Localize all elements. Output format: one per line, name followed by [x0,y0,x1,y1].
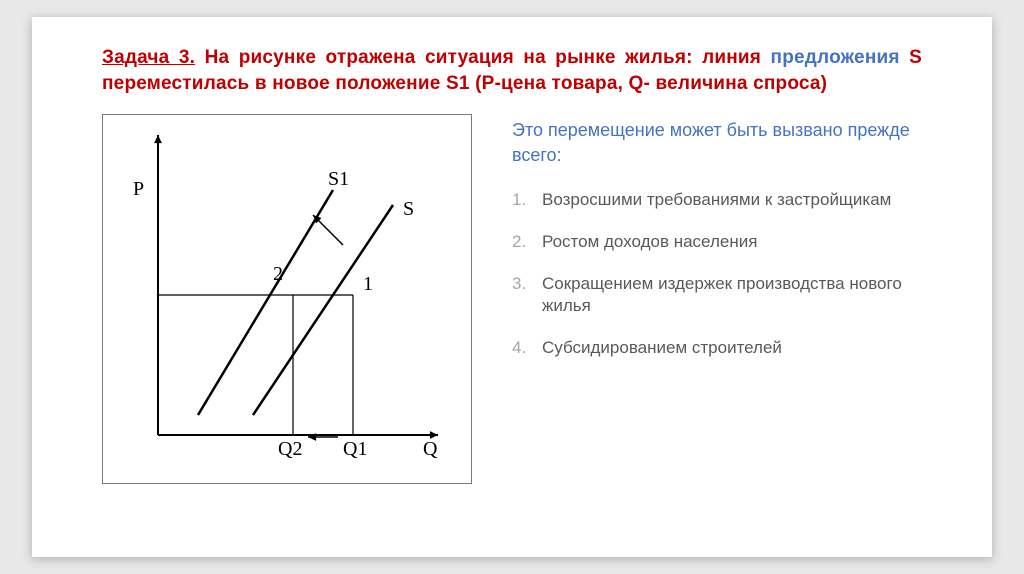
svg-text:1: 1 [363,273,373,295]
svg-text:S: S [403,198,414,220]
svg-text:Q2: Q2 [278,438,302,460]
title-label: Задача 3. [102,47,195,68]
answer-text: Возросшими требованиями к застройщикам [542,190,891,209]
answer-text: Сокращением издержек производства нового… [542,274,902,315]
svg-text:S1: S1 [328,168,349,190]
right-column: Это перемещение может быть вызвано прежд… [512,114,922,484]
answer-item: Сокращением издержек производства нового… [512,273,922,317]
title-text-1: На рисунке отражена ситуация на рынке жи… [195,47,770,68]
supply-chart: P Q S1 S Q1 Q2 1 2 [102,114,472,484]
svg-text:P: P [133,178,144,200]
intro-text: Это перемещение может быть вызвано прежд… [512,118,922,167]
answer-item: Субсидированием строителей [512,337,922,359]
content-row: P Q S1 S Q1 Q2 1 2 Это перемещение может быть в… [102,114,922,484]
chart-svg: P Q S1 S Q1 Q2 1 2 [103,115,473,485]
slide: Задача 3. На рисунке отражена ситуация н… [32,17,992,557]
answers-list: Возросшими требованиями к застройщикам Ро… [512,189,922,359]
title-supply-word: предложения [771,47,900,68]
svg-text:Q: Q [423,438,438,460]
answer-text: Ростом доходов населения [542,232,757,251]
answer-text: Субсидированием строителей [542,338,782,357]
answer-item: Возросшими требованиями к застройщикам [512,189,922,211]
svg-text:Q1: Q1 [343,438,367,460]
svg-text:2: 2 [273,263,283,285]
answer-item: Ростом доходов населения [512,231,922,253]
task-title: Задача 3. На рисунке отражена ситуация н… [102,45,922,96]
